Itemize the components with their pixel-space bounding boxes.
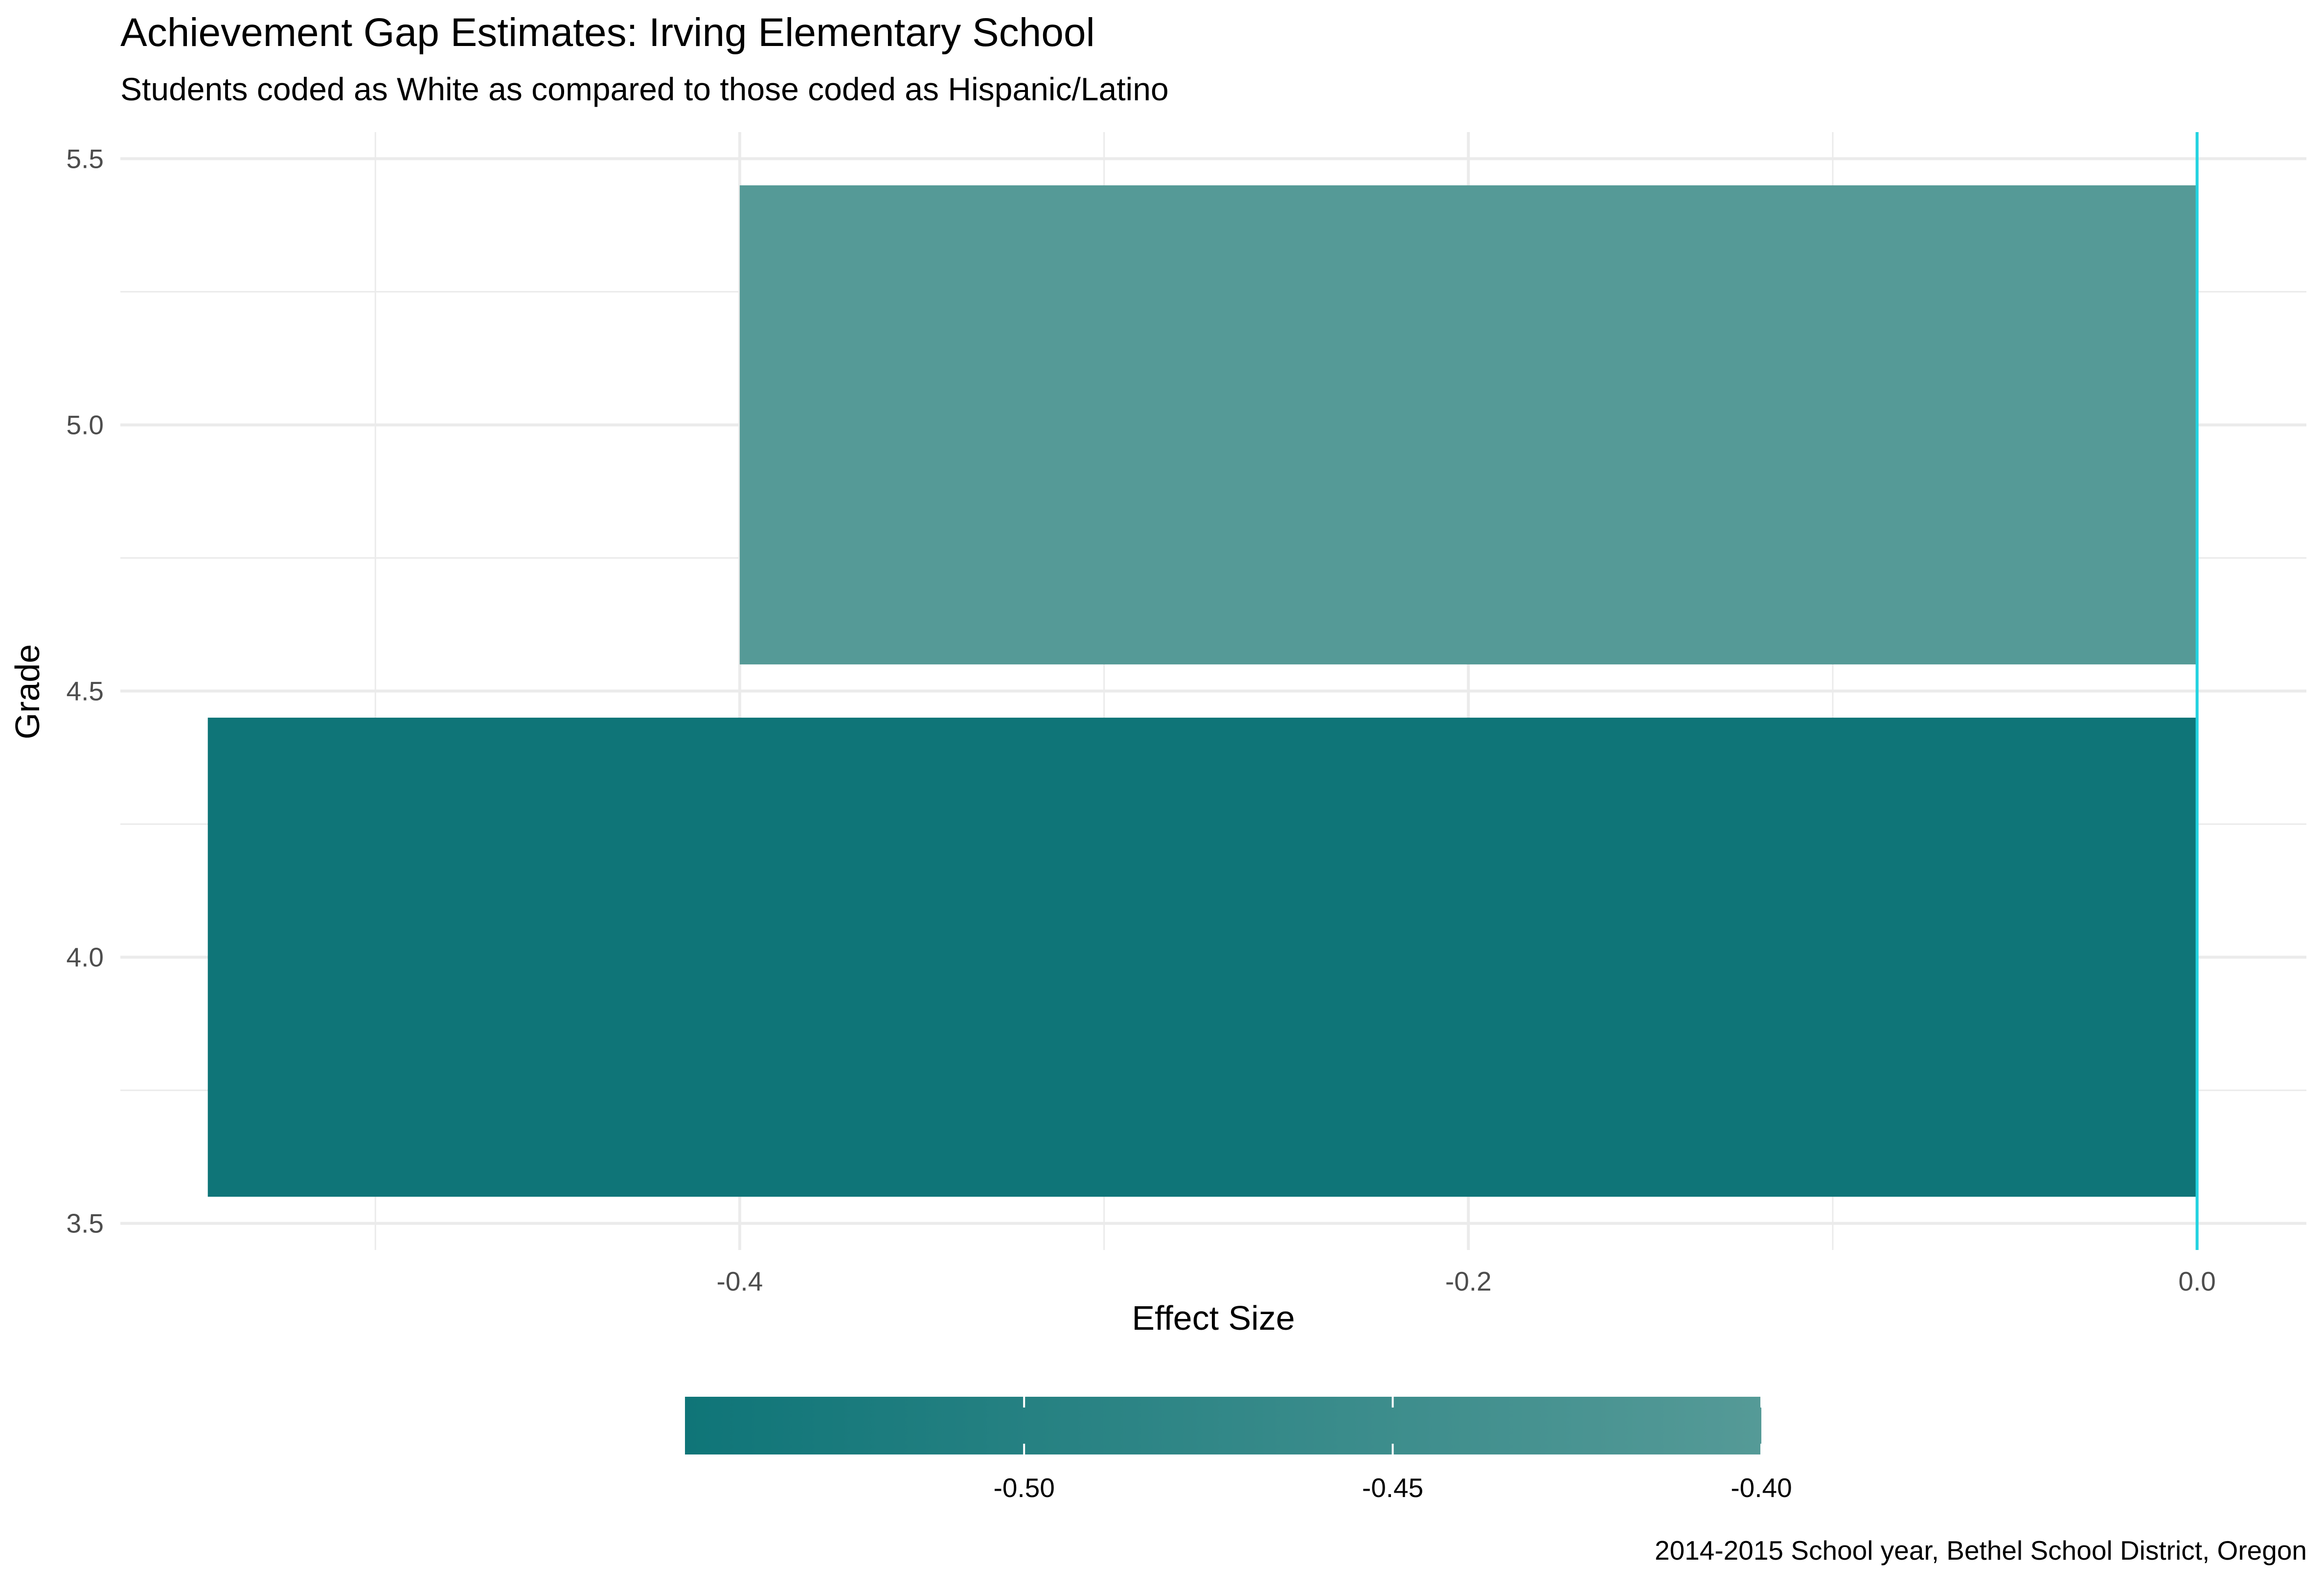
x-tick-label: -0.2 bbox=[1445, 1266, 1492, 1296]
x-axis-title: Effect Size bbox=[1132, 1299, 1295, 1337]
y-axis-title: Grade bbox=[8, 644, 46, 740]
y-tick-label: 5.5 bbox=[67, 143, 104, 174]
colorbar-gradient-bar bbox=[685, 1397, 1761, 1454]
x-tick-label: -0.4 bbox=[717, 1266, 763, 1296]
y-tick-label: 5.0 bbox=[67, 409, 104, 440]
x-tick-label: 0.0 bbox=[2178, 1266, 2215, 1296]
y-tick-label: 4.0 bbox=[67, 942, 104, 973]
y-tick-label: 3.5 bbox=[67, 1208, 104, 1239]
chart-subtitle: Students coded as White as compared to t… bbox=[120, 71, 1169, 107]
colorbar-legend: -0.50 -0.45 -0.40 bbox=[685, 1397, 1792, 1503]
chart-title: Achievement Gap Estimates: Irving Elemen… bbox=[120, 10, 1095, 55]
y-tick-label: 4.5 bbox=[67, 676, 104, 706]
bars bbox=[207, 185, 2197, 1197]
bar-grade-4 bbox=[207, 717, 2197, 1197]
chart-caption: 2014-2015 School year, Bethel School Dis… bbox=[1655, 1535, 2307, 1566]
colorbar-tick-label: -0.40 bbox=[1731, 1473, 1792, 1503]
bar-grade-5 bbox=[739, 185, 2197, 665]
colorbar-tick-label: -0.50 bbox=[993, 1473, 1054, 1503]
colorbar-tick-label: -0.45 bbox=[1362, 1473, 1423, 1503]
tick-labels: -0.4 -0.2 0.0 3.5 4.0 4.5 5.0 5.5 bbox=[67, 143, 2216, 1296]
